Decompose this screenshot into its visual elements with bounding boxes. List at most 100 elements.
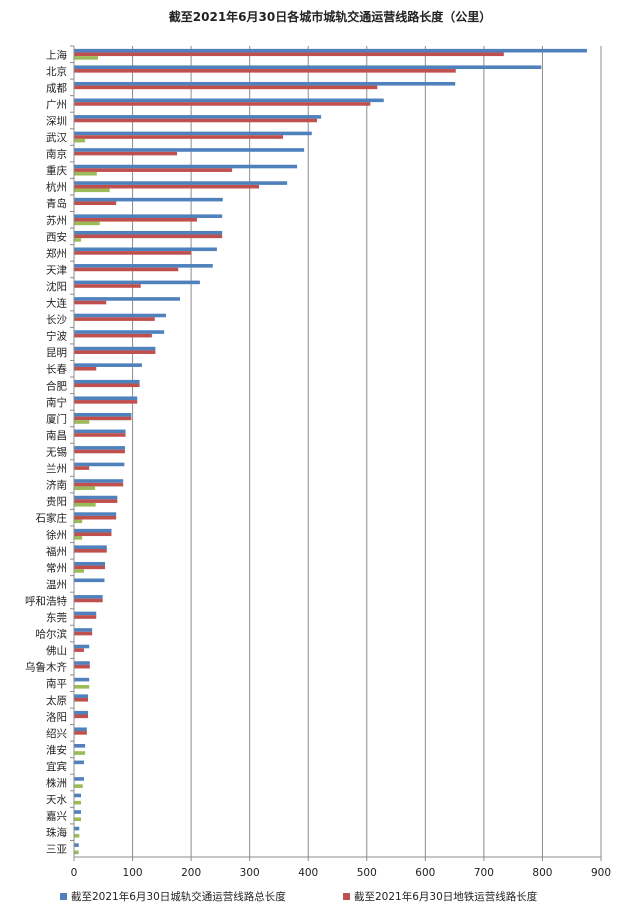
bar-total-三亚 bbox=[74, 843, 79, 847]
bar-total-太原 bbox=[74, 694, 89, 698]
bar-other-珠海 bbox=[74, 833, 80, 838]
category-label: 深圳 bbox=[46, 115, 67, 127]
bar-total-重庆 bbox=[74, 164, 298, 169]
category-label: 常州 bbox=[46, 561, 67, 574]
bar-total-南京 bbox=[74, 148, 305, 152]
category-label: 嘉兴 bbox=[46, 810, 67, 823]
category-labels: 上海北京成都广州深圳武汉南京重庆杭州青岛苏州西安郑州天津沈阳大连长沙宁波昆明长春… bbox=[25, 48, 67, 855]
category-label: 呼和浩特 bbox=[25, 595, 67, 607]
x-tick-label: 600 bbox=[415, 867, 435, 879]
bar-metro-杭州 bbox=[74, 184, 260, 189]
bar-total-西安 bbox=[74, 230, 223, 235]
bar-metro-合肥 bbox=[74, 383, 140, 388]
bar-other-济南 bbox=[74, 486, 96, 491]
bar-total-贵阳 bbox=[74, 495, 118, 500]
category-label: 广州 bbox=[46, 99, 67, 111]
bar-metro-天津 bbox=[74, 267, 179, 272]
category-label: 天水 bbox=[46, 794, 67, 806]
legend-label-total: 截至2021年6月30日城轨交通运营线路总长度 bbox=[71, 890, 286, 903]
bar-metro-苏州 bbox=[74, 217, 197, 222]
bar-other-武汉 bbox=[74, 138, 86, 143]
category-label: 厦门 bbox=[46, 412, 67, 425]
category-label: 哈尔滨 bbox=[36, 628, 68, 641]
category-label: 宁波 bbox=[46, 330, 67, 343]
category-label: 青岛 bbox=[46, 197, 67, 210]
bar-metro-乌鲁木齐 bbox=[74, 664, 90, 669]
bar-other-淮安 bbox=[74, 751, 86, 755]
bar-total-广州 bbox=[74, 98, 384, 103]
bar-total-杭州 bbox=[74, 181, 288, 185]
category-label: 温州 bbox=[46, 579, 67, 591]
category-label: 合肥 bbox=[46, 379, 67, 392]
bar-other-常州 bbox=[74, 569, 84, 573]
category-label: 石家庄 bbox=[36, 512, 68, 525]
category-label: 重庆 bbox=[46, 164, 67, 177]
bar-other-嘉兴 bbox=[74, 817, 82, 822]
category-label: 福州 bbox=[46, 545, 67, 558]
category-label: 西安 bbox=[46, 230, 67, 243]
bar-total-合肥 bbox=[74, 379, 140, 384]
bar-total-徐州 bbox=[74, 528, 112, 533]
bar-other-株洲 bbox=[74, 784, 83, 788]
bar-metro-常州 bbox=[74, 565, 106, 570]
legend: 截至2021年6月30日城轨交通运营线路总长度 截至2021年6月30日地铁运营… bbox=[60, 890, 538, 903]
legend-label-metro: 截至2021年6月30日地铁运营线路长度 bbox=[354, 890, 538, 903]
bar-total-佛山 bbox=[74, 644, 90, 649]
chart-title: 截至2021年6月30日各城市城轨交通运营线路长度（公里） bbox=[169, 9, 491, 24]
bar-total-昆明 bbox=[74, 346, 156, 351]
bar-metro-兰州 bbox=[74, 466, 90, 470]
bar-total-淮安 bbox=[74, 744, 86, 748]
bar-metro-昆明 bbox=[74, 350, 156, 354]
bar-total-济南 bbox=[74, 479, 124, 483]
bar-other-杭州 bbox=[74, 188, 110, 193]
bar-metro-福州 bbox=[74, 549, 107, 553]
category-label: 长沙 bbox=[46, 314, 67, 326]
bar-total-株洲 bbox=[74, 777, 84, 781]
category-label: 北京 bbox=[46, 65, 67, 78]
bar-metro-无锡 bbox=[74, 449, 125, 454]
bar-other-三亚 bbox=[74, 850, 79, 855]
bar-total-苏州 bbox=[74, 214, 223, 218]
bar-metro-绍兴 bbox=[74, 731, 87, 735]
category-label: 天津 bbox=[46, 264, 67, 276]
bar-metro-上海 bbox=[74, 52, 504, 57]
category-label: 昆明 bbox=[46, 347, 67, 359]
x-tick-label: 900 bbox=[591, 867, 611, 879]
bar-total-绍兴 bbox=[74, 727, 87, 732]
bar-total-天津 bbox=[74, 264, 213, 268]
bar-total-宜宾 bbox=[74, 760, 84, 765]
bar-other-天水 bbox=[74, 800, 82, 805]
bar-total-南宁 bbox=[74, 396, 138, 401]
category-label: 东莞 bbox=[46, 611, 67, 624]
bar-total-呼和浩特 bbox=[74, 595, 103, 599]
legend-swatch-total bbox=[60, 893, 67, 900]
category-label: 珠海 bbox=[46, 826, 67, 839]
bar-metro-沈阳 bbox=[74, 284, 141, 288]
bar-total-洛阳 bbox=[74, 710, 89, 715]
category-label: 郑州 bbox=[46, 247, 67, 260]
bar-other-厦门 bbox=[74, 420, 90, 424]
bar-metro-石家庄 bbox=[74, 515, 117, 520]
bar-total-嘉兴 bbox=[74, 810, 82, 814]
bar-total-珠海 bbox=[74, 826, 80, 831]
bar-metro-洛阳 bbox=[74, 714, 89, 719]
category-label: 洛阳 bbox=[46, 710, 67, 723]
category-label: 南昌 bbox=[46, 429, 67, 442]
bar-total-武汉 bbox=[74, 131, 312, 136]
bar-other-上海 bbox=[74, 56, 99, 60]
category-label: 武汉 bbox=[46, 131, 67, 144]
bar-metro-哈尔滨 bbox=[74, 631, 93, 636]
category-label: 济南 bbox=[46, 479, 67, 492]
bar-total-大连 bbox=[74, 297, 180, 301]
bar-metro-北京 bbox=[74, 69, 456, 73]
x-tick-label: 400 bbox=[298, 867, 318, 879]
category-label: 徐州 bbox=[46, 528, 67, 541]
category-label: 大连 bbox=[46, 297, 67, 310]
x-tick-label: 0 bbox=[71, 867, 78, 879]
bar-other-重庆 bbox=[74, 171, 97, 176]
bar-metro-厦门 bbox=[74, 416, 132, 421]
bar-metro-广州 bbox=[74, 102, 371, 106]
bar-total-沈阳 bbox=[74, 280, 200, 285]
bar-total-长春 bbox=[74, 363, 142, 367]
